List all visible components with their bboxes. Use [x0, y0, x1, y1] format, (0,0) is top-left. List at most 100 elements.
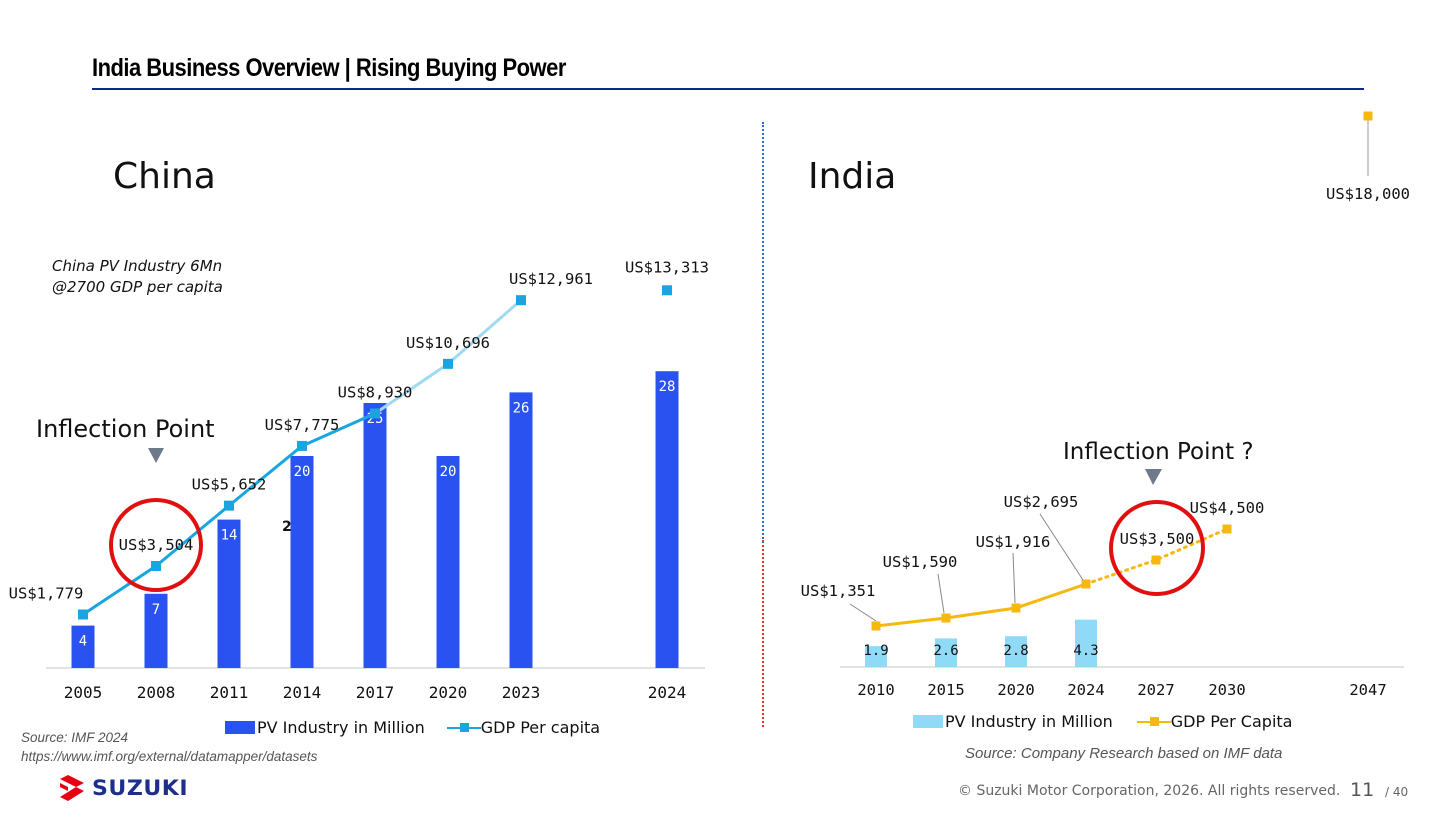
india-gdp-label: US$1,916 [976, 533, 1051, 551]
china-chart: 4200572008142011202014252017202020262023… [9, 258, 709, 702]
china-x-tick-label: 2011 [210, 683, 249, 702]
china-gdp-line-segment [373, 362, 450, 415]
china-gdp-marker [443, 358, 453, 369]
india-gdp-label-leader [937, 573, 945, 614]
india-gdp-label: US$2,695 [1004, 493, 1079, 511]
page-number: 11 [1350, 779, 1375, 801]
india-gdp-label-leader [1012, 552, 1016, 604]
china-bar-label: 4 [79, 634, 87, 650]
china-gdp-marker [370, 408, 380, 419]
india-inflection-label: Inflection Point ? [1063, 439, 1254, 465]
copyright: © Suzuki Motor Corporation, 2026. All ri… [958, 783, 1341, 799]
india-gdp-marker [871, 621, 881, 631]
india-heading: India [808, 156, 897, 197]
china-legend-bar-label: PV Industry in Million [257, 718, 425, 737]
india-gdp-label-leader [849, 603, 877, 622]
china-gdp-line-segment [81, 564, 158, 616]
china-bar-label: 28 [659, 379, 676, 395]
china-gdp-marker [516, 295, 526, 306]
china-bar-label: 7 [152, 602, 160, 618]
suzuki-s-mark-icon [60, 775, 84, 801]
china-gdp-marker [224, 500, 234, 511]
china-x-tick-label: 2024 [648, 683, 687, 702]
china-heading: China [113, 156, 216, 197]
india-gdp-marker [1011, 603, 1021, 613]
india-legend-line-label: GDP Per Capita [1170, 712, 1293, 731]
india-bar [935, 638, 957, 667]
china-gdp-label: US$7,775 [265, 416, 340, 434]
china-bar [144, 593, 168, 668]
india-legend: PV Industry in Million GDP Per Capita [913, 712, 1292, 731]
china-gdp-marker [662, 285, 672, 296]
china-gdp-label: US$10,696 [406, 334, 490, 352]
china-x-tick-label: 2005 [64, 683, 103, 702]
china-x-tick-label: 2020 [429, 683, 468, 702]
china-bar [71, 625, 95, 668]
china-gdp-line-segment [227, 444, 304, 508]
china-bar-label: 20 [294, 464, 311, 480]
china-x-tick-label: 2008 [137, 683, 176, 702]
china-x-tick-label: 2023 [502, 683, 541, 702]
brand-name: SUZUKI [92, 776, 189, 800]
panel-divider [762, 122, 764, 727]
china-gdp-label: US$1,779 [9, 584, 84, 602]
india-gdp-label: US$4,500 [1190, 499, 1265, 517]
india-gdp-line-actual [875, 582, 1087, 628]
china-gdp-label: US$3,504 [119, 536, 194, 554]
india-gdp-label: US$1,590 [883, 553, 958, 571]
suzuki-logo: SUZUKI [58, 774, 188, 802]
panel-divider-bottom [762, 540, 764, 727]
legend-line-swatch [1136, 715, 1171, 728]
china-bar [290, 456, 314, 668]
india-x-tick-label: 2020 [997, 681, 1034, 699]
china-note-line2: @2700 GDP per capita [52, 278, 223, 296]
india-gdp-marker [1081, 579, 1091, 589]
china-inflection-label: Inflection Point [36, 415, 215, 443]
legend-bar-swatch [913, 715, 943, 728]
india-bar-label: 4.3 [1073, 643, 1098, 659]
china-bar-label: 20 [440, 464, 457, 480]
india-bar [1075, 619, 1097, 667]
india-gdp-label: US$1,351 [801, 582, 876, 600]
india-bar-label: 1.9 [863, 643, 888, 659]
india-x-tick-label: 2047 [1349, 681, 1386, 699]
india-gdp-label: US$3,500 [1120, 530, 1195, 548]
china-bar-label: 14 [221, 528, 238, 544]
china-inflection-arrow-icon [148, 448, 164, 463]
india-x-tick-label: 2030 [1208, 681, 1245, 699]
page-total: / 40 [1385, 785, 1409, 799]
india-legend-bar-label: PV Industry in Million [945, 712, 1113, 731]
china-bar [509, 392, 533, 668]
legend-bar-swatch [225, 721, 255, 734]
india-x-tick-label: 2024 [1067, 681, 1104, 699]
china-gdp-label: US$12,961 [509, 270, 593, 288]
india-gdp-marker [941, 613, 951, 623]
india-chart: 1.9 2.6 2.8 4.3 2010 2015 2020 2024 2027 2030 2047… [801, 111, 1410, 699]
india-x-tick-label: 2015 [927, 681, 964, 699]
china-source-line2: https://www.imf.org/external/datamapper/… [21, 749, 318, 764]
india-gdp-marker [1151, 555, 1161, 565]
page-title: India Business Overview | Rising Buying … [92, 54, 566, 82]
china-gdp-line-segment [300, 411, 377, 448]
china-legend: PV Industry in Million GDP Per capita [225, 718, 600, 737]
china-bar [436, 456, 460, 668]
china-bar [217, 519, 241, 668]
china-bar [655, 371, 679, 668]
india-bar-label: 2.6 [933, 643, 958, 659]
china-gdp-line-segment [446, 298, 523, 366]
china-gdp-marker [78, 609, 88, 620]
india-gdp-label-leader [1039, 513, 1084, 581]
china-gdp-marker [151, 561, 161, 572]
china-gdp-label: US$8,930 [338, 383, 413, 401]
india-gdp-marker [1222, 524, 1232, 534]
india-bar [865, 646, 887, 667]
china-x-tick-label: 2014 [283, 683, 322, 702]
china-gdp-line-segment [154, 504, 231, 568]
india-gdp-marker [1363, 111, 1373, 121]
india-bar [1005, 636, 1027, 667]
china-inflection-circle [109, 498, 203, 592]
china-legend-line-label: GDP Per capita [480, 718, 601, 737]
india-inflection-circle [1109, 500, 1205, 596]
india-source: Source: Company Research based on IMF da… [965, 745, 1283, 762]
